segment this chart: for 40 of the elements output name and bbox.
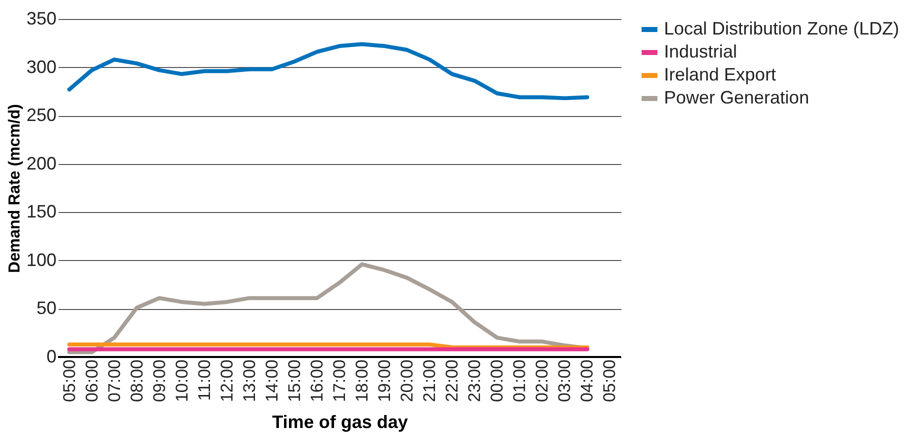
x-axis-title: Time of gas day (272, 412, 408, 432)
x-tick-label: 21:00 (420, 360, 440, 402)
x-tick-label: 16:00 (307, 360, 326, 402)
x-tick-label: 15:00 (284, 360, 304, 402)
x-tick-label: 04:00 (578, 360, 597, 402)
y-tick-label: 200 (26, 153, 56, 174)
x-tick-label: 00:00 (488, 360, 507, 402)
x-tick-label: 20:00 (398, 360, 417, 402)
line-series (67, 42, 590, 100)
y-tick-label: 150 (26, 202, 56, 222)
x-tick-label: 18:00 (352, 360, 372, 402)
x-tick-label: 22:00 (442, 360, 462, 402)
legend-label: Ireland Export (664, 64, 776, 84)
y-tick-label: 300 (26, 56, 56, 77)
y-tick-label: 50 (36, 298, 56, 318)
y-tick-label: 250 (26, 105, 56, 126)
x-tick-label: 13:00 (240, 360, 259, 402)
legend-label: Industrial (664, 42, 738, 62)
x-tick-label: 03:00 (555, 360, 574, 402)
y-tick-label: 350 (26, 8, 56, 28)
x-tick-label: 07:00 (104, 360, 124, 402)
legend-label: Local Distribution Zone (LDZ) (664, 18, 900, 38)
x-tick-label: 17:00 (330, 360, 349, 402)
x-tick-label: 19:00 (375, 360, 394, 402)
x-tick-label: 06:00 (82, 360, 102, 402)
x-tick-label: 05:00 (60, 360, 79, 402)
x-tick-label: 01:00 (510, 360, 530, 402)
x-tick-label: 12:00 (217, 360, 236, 402)
x-tick-label: 23:00 (465, 360, 484, 402)
x-tick-label: 14:00 (262, 360, 282, 402)
x-tick-label: 09:00 (150, 360, 169, 402)
y-axis-title: Demand Rate (mcm/d) (6, 104, 24, 273)
y-tick-label: 100 (26, 250, 56, 270)
x-tick-label: 05:00 (600, 360, 620, 402)
x-tick-label: 02:00 (532, 360, 552, 402)
x-tick-label: 11:00 (194, 360, 214, 401)
x-tick-label: 08:00 (127, 360, 146, 402)
legend-label: Power Generation (664, 88, 810, 108)
y-tick-label: 0 (46, 346, 56, 366)
x-tick-label: 10:00 (172, 360, 192, 402)
